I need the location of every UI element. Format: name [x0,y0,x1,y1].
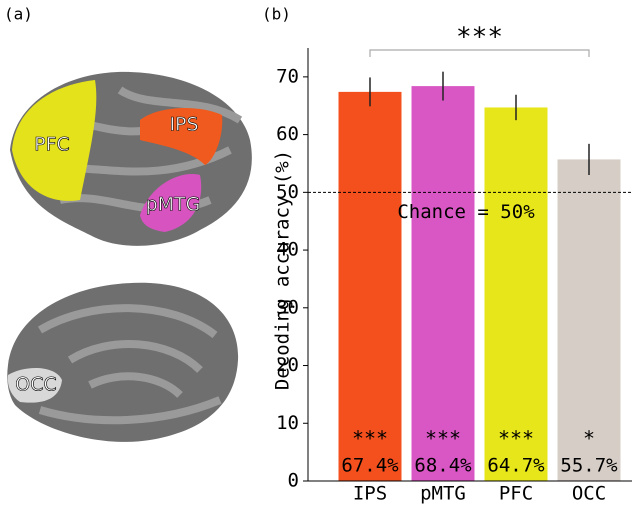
significance-stars: *** [425,427,461,451]
panel-label: (a) [4,5,33,24]
x-tick-label: IPS [353,483,387,505]
bar [484,107,548,481]
region-label: OCC [15,374,57,396]
value-label: 67.4% [341,455,399,477]
significance-bracket [369,49,590,57]
x-tick-label: OCC [572,483,606,505]
significance-stars: *** [352,427,388,451]
bar [411,86,475,481]
brain-medial: OCC [7,282,239,442]
y-tick-label: 30 [276,296,299,318]
y-tick-label: 40 [276,239,299,261]
y-tick-label: 70 [276,65,299,87]
panel-label: (b) [262,5,291,24]
significance-stars: *** [498,427,534,451]
region-label: IPS [169,114,198,136]
bracket-label: *** [456,23,503,53]
region-label: PFC [34,134,70,156]
significance-stars: * [583,427,595,451]
region-label: pMTG [146,194,201,216]
y-tick-label: 50 [276,181,299,203]
value-label: 68.4% [414,455,472,477]
y-tick-label: 0 [288,470,299,492]
chance-label: Chance = 50% [397,201,535,223]
value-label: 64.7% [487,455,545,477]
brain-lateral: PFC IPS pMTG [10,71,252,246]
bar [557,159,621,481]
y-tick-label: 10 [276,412,299,434]
x-tick-label: pMTG [420,483,466,505]
value-label: 55.7% [560,455,618,477]
bar [338,91,402,482]
y-axis-label: Decoding accuracy (%) [272,150,294,390]
y-tick-label: 20 [276,354,299,376]
y-tick-label: 60 [276,123,299,145]
x-tick-label: PFC [499,483,533,505]
